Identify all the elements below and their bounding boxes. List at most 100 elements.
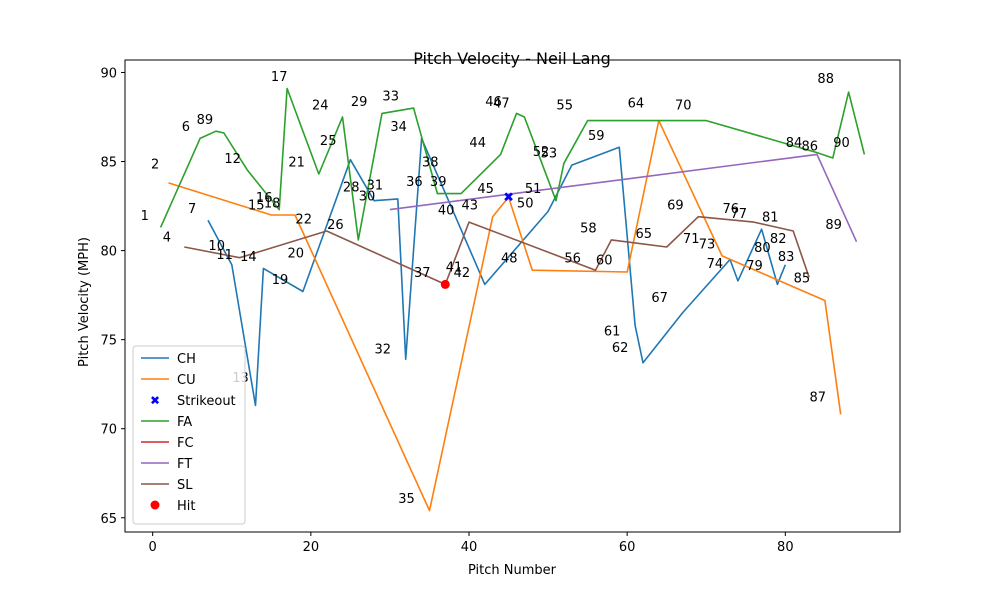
legend-box xyxy=(132,345,246,525)
pitch-number-label: 45 xyxy=(477,182,494,197)
y-axis-label: Pitch Velocity (MPH) xyxy=(77,237,92,367)
pitch-number-label: 44 xyxy=(469,136,486,151)
pitch-number-label: 90 xyxy=(833,136,850,151)
y-tick-label: 90 xyxy=(100,66,117,81)
legend-swatch-strikeout: ✖ xyxy=(150,394,160,408)
y-tick-label: 70 xyxy=(100,423,117,438)
legend-swatch-hit xyxy=(150,500,160,510)
pitch-number-label: 42 xyxy=(454,266,471,281)
pitch-number-label: 48 xyxy=(501,252,518,267)
pitch-number-label: 83 xyxy=(778,250,795,265)
pitch-number-label: 16 xyxy=(256,191,273,206)
pitch-number-label: 39 xyxy=(430,175,447,190)
pitch-number-label: 89 xyxy=(825,218,842,233)
axis-ticks: 0 20 40 60 80 65 70 75 80 85 90 xyxy=(100,66,793,555)
pitch-number-label: 31 xyxy=(367,179,384,194)
pitch-number-label: 64 xyxy=(628,97,645,112)
legend-label: FT xyxy=(177,457,192,472)
legend-label: Hit xyxy=(177,499,195,514)
legend-label: SL xyxy=(177,478,193,493)
pitch-number-label: 77 xyxy=(730,207,747,222)
pitch-number-label: 79 xyxy=(746,259,763,274)
pitch-number-label: 65 xyxy=(636,227,653,242)
pitch-number-label: 14 xyxy=(240,250,257,265)
series-line-sl xyxy=(184,215,810,286)
x-tick-label: 0 xyxy=(149,540,157,555)
x-tick-label: 60 xyxy=(619,540,636,555)
pitch-number-label: 41 xyxy=(446,261,463,276)
pitch-number-label: 47 xyxy=(493,97,510,112)
y-tick-label: 75 xyxy=(100,334,117,349)
pitch-number-label: 32 xyxy=(375,343,392,358)
plot-frame xyxy=(124,59,901,533)
y-tick-label: 80 xyxy=(100,245,117,260)
x-tick-label: 40 xyxy=(461,540,478,555)
x-axis-label: Pitch Number xyxy=(468,563,557,578)
pitch-number-label: 30 xyxy=(359,189,376,204)
strikeout-marker: ✖ xyxy=(503,191,514,206)
hit-marker xyxy=(440,279,450,289)
pitch-number-label: 24 xyxy=(312,99,329,114)
legend-label: FC xyxy=(177,436,194,451)
pitch-number-label: 81 xyxy=(762,211,779,226)
pitch-number-label: 38 xyxy=(422,156,439,171)
x-tick-label: 20 xyxy=(303,540,320,555)
pitch-number-label: 33 xyxy=(382,90,399,105)
pitch-number-label: 70 xyxy=(675,99,692,114)
legend-label: Strikeout xyxy=(177,394,236,409)
pitch-number-label: 1 xyxy=(141,209,149,224)
pitch-number-label: 51 xyxy=(525,182,542,197)
pitch-number-label: 87 xyxy=(810,391,827,406)
pitch-number-label: 7 xyxy=(188,202,196,217)
pitch-number-label: 2 xyxy=(151,157,159,172)
pitch-number-label: 55 xyxy=(556,99,573,114)
pitch-number-label: 50 xyxy=(517,197,534,212)
pitch-number-label: 34 xyxy=(390,120,407,135)
series-line-cu xyxy=(168,119,842,512)
pitch-number-label: 22 xyxy=(295,213,312,228)
pitch-number-label: 69 xyxy=(667,198,684,213)
series-line-fa xyxy=(159,87,866,241)
pitch-number-label: 59 xyxy=(588,129,605,144)
pitch-number-label: 10 xyxy=(208,239,225,254)
pitch-number-label: 11 xyxy=(216,248,233,263)
pitch-number-label: 36 xyxy=(406,175,423,190)
pitch-number-label: 17 xyxy=(271,70,288,85)
pitch-number-label: 35 xyxy=(398,492,415,507)
pitch-number-label: 46 xyxy=(485,95,502,110)
pitch-number-label: 40 xyxy=(438,204,455,219)
pitch-number-label: 20 xyxy=(288,246,305,261)
pitch-number-label: 12 xyxy=(224,152,241,167)
pitch-number-label: 53 xyxy=(541,147,558,162)
series-line-ft xyxy=(389,153,858,243)
pitch-number-label: 84 xyxy=(786,136,803,151)
pitch-number-label: 89 xyxy=(197,113,214,128)
pitch-number-label: 61 xyxy=(604,325,621,340)
pitch-number-label: 6 xyxy=(182,120,190,135)
pitch-number-label: 56 xyxy=(564,252,581,267)
pitch-number-label: 73 xyxy=(699,238,716,253)
pitch-number-label: 21 xyxy=(288,156,305,171)
pitch-number-label: 86 xyxy=(802,140,819,155)
legend-label: CU xyxy=(177,373,196,388)
legend-label: FA xyxy=(177,415,192,430)
pitch-number-label: 52 xyxy=(533,145,550,160)
pitch-number-label: 85 xyxy=(794,271,811,286)
pitch-number-label: 62 xyxy=(612,341,629,356)
pitch-number-label: 19 xyxy=(272,273,289,288)
legend-label: CH xyxy=(177,352,196,367)
series-line-ch xyxy=(207,137,787,407)
pitch-number-label: 58 xyxy=(580,221,597,236)
y-tick-label: 85 xyxy=(100,156,117,171)
pitch-number-label: 76 xyxy=(723,202,740,217)
pitch-number-label: 60 xyxy=(596,254,613,269)
pitch-number-label: 71 xyxy=(683,232,700,247)
pitch-number-label: 15 xyxy=(248,198,265,213)
pitch-number-label: 43 xyxy=(462,198,479,213)
pitch-number-label: 74 xyxy=(707,257,724,272)
pitch-number-label: 28 xyxy=(343,181,360,196)
y-tick-label: 65 xyxy=(100,512,117,527)
pitch-number-label: 25 xyxy=(320,134,337,149)
pitch-number-label: 67 xyxy=(651,291,668,306)
